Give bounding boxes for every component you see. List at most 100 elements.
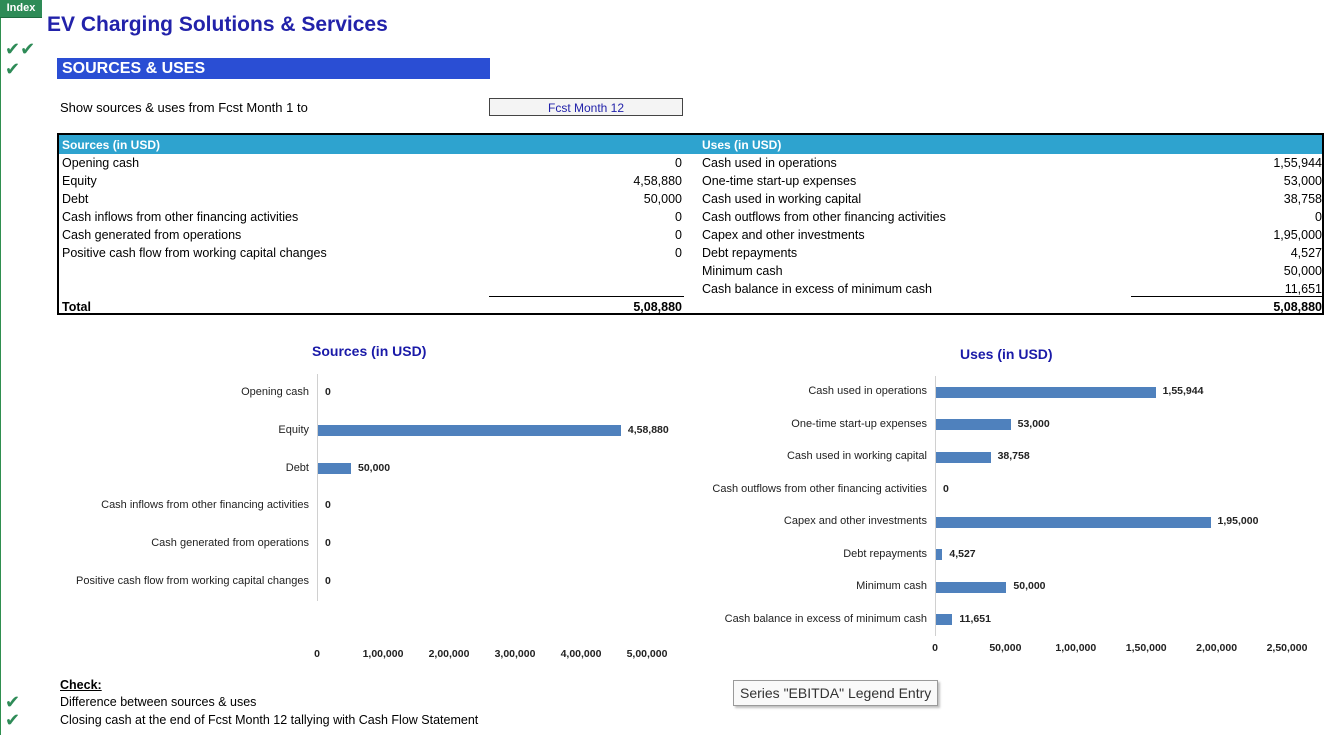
chart-category-label: Minimum cash — [856, 580, 927, 593]
checkmark-icon: ✔ — [5, 59, 21, 79]
chart-tick-label: 1,50,000 — [1125, 642, 1167, 654]
sources-chart-title: Sources (in USD) — [312, 343, 427, 359]
use-row-value: 1,55,944 — [1273, 156, 1322, 170]
chart-tick-label: 1,00,000 — [362, 648, 404, 660]
source-row-label: Debt — [62, 192, 89, 206]
chart-category-label: Cash generated from operations — [151, 537, 309, 550]
use-row-value: 4,527 — [1290, 246, 1322, 260]
chart-value-label: 0 — [325, 537, 331, 550]
source-row-value: 0 — [675, 156, 682, 170]
chart-bar[interactable] — [318, 425, 621, 437]
check-heading: Check: — [60, 678, 102, 692]
chart-bar[interactable] — [936, 516, 1211, 528]
source-row-label: Equity — [62, 174, 97, 188]
total-label: Total — [62, 300, 91, 314]
sources-uses-table: Sources (in USD) Uses (in USD) Opening c… — [57, 133, 1324, 315]
chart-category-label: Debt — [285, 461, 309, 474]
chart-tick-label: 5,00,000 — [626, 648, 668, 660]
chart-bar[interactable] — [936, 549, 943, 561]
source-row-label: Opening cash — [62, 156, 140, 170]
chart-value-label: 0 — [325, 385, 331, 398]
use-row-label: Debt repayments — [702, 246, 798, 260]
source-row-label: Cash generated from operations — [62, 228, 242, 242]
chart-category-label: Positive cash flow from working capital … — [76, 575, 309, 588]
page-title: EV Charging Solutions & Services — [47, 13, 388, 36]
chart-value-label: 1,55,944 — [1162, 385, 1204, 398]
source-row-value: 4,58,880 — [633, 174, 682, 188]
chart-value-label: 0 — [943, 482, 949, 495]
uses-chart-title: Uses (in USD) — [960, 346, 1053, 362]
chart-tick-label: 3,00,000 — [494, 648, 536, 660]
month-selector[interactable]: Fcst Month 12 — [489, 98, 683, 116]
check-item-difference: Difference between sources & uses — [60, 695, 257, 709]
chart-tick-label: 2,00,000 — [1196, 642, 1238, 654]
chart-tick-label: 1,00,000 — [1055, 642, 1097, 654]
source-row-value: 0 — [675, 210, 682, 224]
chart-tick-label: 0 — [314, 648, 320, 660]
chart-category-label: Cash balance in excess of minimum cash — [724, 612, 927, 625]
chart-axis-line — [935, 376, 936, 636]
chart-value-label: 50,000 — [1013, 580, 1046, 593]
chart-value-label: 53,000 — [1017, 417, 1050, 430]
chart-category-label: Opening cash — [241, 385, 309, 398]
chart-value-label: 11,651 — [959, 612, 991, 625]
uses-total: 5,08,880 — [1273, 300, 1322, 314]
source-row-value: 0 — [675, 228, 682, 242]
chart-value-label: 1,95,000 — [1217, 515, 1259, 528]
source-row-label: Positive cash flow from working capital … — [62, 246, 327, 260]
chart-bar[interactable] — [936, 451, 991, 463]
chart-axis-line — [317, 374, 318, 601]
chart-tick-label: 2,00,000 — [428, 648, 470, 660]
chart-bar[interactable] — [936, 386, 1156, 398]
chart-category-label: Capex and other investments — [783, 515, 927, 528]
checkmark-icon: ✔ — [5, 710, 21, 730]
use-row-label: Cash used in working capital — [702, 192, 862, 206]
use-row-value: 0 — [1315, 210, 1322, 224]
sources-total-line — [489, 296, 684, 297]
left-border — [0, 0, 1, 735]
chart-bar[interactable] — [318, 463, 351, 475]
table-header — [59, 135, 1322, 154]
chart-category-label: Cash used in operations — [808, 385, 927, 398]
use-row-value: 1,95,000 — [1273, 228, 1322, 242]
chart-category-label: Cash inflows from other financing activi… — [101, 499, 309, 512]
chart-value-label: 38,758 — [997, 450, 1030, 463]
sources-total: 5,08,880 — [633, 300, 682, 314]
chart-value-label: 4,527 — [949, 547, 976, 560]
use-row-label: Cash used in operations — [702, 156, 837, 170]
legend-entry-tooltip: Series "EBITDA" Legend Entry — [733, 680, 939, 706]
check-item-closing-cash: Closing cash at the end of Fcst Month 12… — [60, 713, 479, 727]
use-row-value: 11,651 — [1284, 282, 1322, 296]
use-row-label: One-time start-up expenses — [702, 174, 857, 188]
chart-tick-label: 0 — [932, 642, 938, 654]
use-row-label: Minimum cash — [702, 264, 783, 278]
chart-tick-label: 2,50,000 — [1266, 642, 1308, 654]
use-row-label: Cash outflows from other financing activ… — [702, 210, 946, 224]
chart-category-label: Cash used in working capital — [786, 450, 927, 463]
chart-tick-label: 4,00,000 — [560, 648, 602, 660]
chart-tick-label: 50,000 — [989, 642, 1022, 654]
chart-bar[interactable] — [936, 614, 953, 626]
use-row-label: Capex and other investments — [702, 228, 865, 242]
chart-category-label: One-time start-up expenses — [791, 417, 927, 430]
section-title: SOURCES & USES — [57, 58, 490, 79]
chart-value-label: 0 — [325, 499, 331, 512]
show-period-label: Show sources & uses from Fcst Month 1 to — [60, 100, 308, 115]
use-row-value: 38,758 — [1283, 192, 1322, 206]
chart-category-label: Debt repayments — [843, 547, 927, 560]
double-checkmark-icon: ✔✔ — [5, 39, 36, 59]
chart-bar[interactable] — [936, 419, 1011, 431]
chart-value-label: 50,000 — [358, 461, 391, 474]
chart-value-label: 4,58,880 — [627, 423, 669, 436]
sources-header: Sources (in USD) — [62, 138, 161, 152]
chart-category-label: Equity — [278, 423, 309, 436]
use-row-value: 53,000 — [1283, 174, 1322, 188]
index-tab[interactable]: Index — [0, 0, 42, 18]
chart-value-label: 0 — [325, 575, 331, 588]
uses-header: Uses (in USD) — [702, 138, 782, 152]
source-row-label: Cash inflows from other financing activi… — [62, 210, 299, 224]
source-row-value: 0 — [675, 246, 682, 260]
checkmark-icon: ✔ — [5, 692, 21, 712]
uses-total-line — [1131, 296, 1324, 297]
chart-bar[interactable] — [936, 581, 1007, 593]
